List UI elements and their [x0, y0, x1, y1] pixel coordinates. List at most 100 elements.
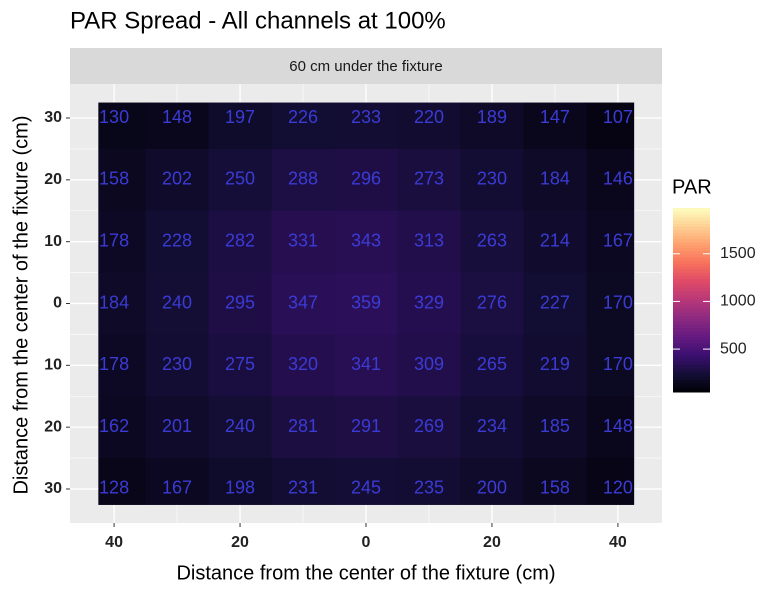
colorbar-segment [673, 312, 710, 316]
heat-cell [334, 210, 398, 274]
heat-cell [98, 102, 147, 150]
colorbar-segment [673, 358, 710, 362]
x-tick-label: 40 [609, 534, 627, 551]
cell-label: 200 [477, 478, 507, 498]
heat-cell [397, 334, 461, 397]
colorbar-segment [673, 281, 710, 286]
colorbar-segment [673, 269, 710, 273]
heat-cell [271, 458, 336, 505]
cell-label: 245 [351, 478, 381, 498]
heat-cell [523, 334, 587, 397]
colorbar-segment [673, 263, 710, 267]
colorbar-label: 1000 [720, 293, 756, 310]
colorbar-segment [673, 370, 710, 375]
colorbar-segment [673, 278, 710, 283]
legend-title: PAR [672, 176, 712, 198]
y-tick-label: 10 [44, 357, 62, 374]
heat-cell [98, 272, 147, 335]
cell-label: 240 [162, 292, 192, 312]
cell-label: 359 [351, 292, 381, 312]
colorbar-segment [673, 339, 710, 344]
colorbar-segment [673, 229, 710, 234]
x-tick-label: 0 [362, 534, 371, 551]
cell-label: 170 [603, 292, 633, 312]
heat-cell [145, 334, 210, 397]
colorbar-segment [673, 336, 710, 341]
cell-label: 281 [288, 416, 318, 436]
colorbar-segment [673, 318, 710, 322]
cell-label: 233 [351, 107, 381, 127]
heat-cell [523, 458, 587, 505]
heat-cell [397, 396, 461, 459]
heat-cell [208, 272, 273, 335]
colorbar-segment [673, 211, 710, 215]
colorbar-segment [673, 275, 710, 280]
heat-cell [334, 272, 398, 335]
cell-label: 347 [288, 292, 318, 312]
heat-cell [334, 458, 398, 505]
cell-label: 162 [99, 416, 129, 436]
heat-cell [334, 396, 398, 459]
heat-cell [208, 210, 273, 274]
cell-label: 170 [603, 354, 633, 374]
colorbar-segment [673, 300, 710, 304]
heat-cell [397, 272, 461, 335]
colorbar-segment [673, 382, 710, 387]
cell-label: 296 [351, 169, 381, 189]
cell-label: 295 [225, 292, 255, 312]
cell-label: 158 [540, 478, 570, 498]
heat-cell [334, 102, 398, 150]
heat-cell [460, 458, 524, 505]
cell-label: 263 [477, 230, 507, 250]
cell-label: 130 [99, 107, 129, 127]
cell-label: 185 [540, 416, 570, 436]
colorbar-segment [673, 257, 710, 261]
colorbar-segment [673, 309, 710, 313]
heat-cell [208, 334, 273, 397]
heat-cell [586, 210, 635, 274]
colorbar-segment [673, 303, 710, 307]
colorbar-segment [673, 247, 710, 252]
heat-cell [397, 210, 461, 274]
cell-label: 198 [225, 478, 255, 498]
heat-cell [98, 210, 147, 274]
heat-cell [98, 148, 147, 212]
heat-cell [145, 272, 210, 335]
heat-cell [460, 102, 524, 150]
colorbar-segment [673, 379, 710, 384]
cell-label: 288 [288, 169, 318, 189]
chart-title: PAR Spread - All channels at 100% [70, 7, 446, 34]
heat-cell [271, 334, 336, 397]
colorbar-segment [673, 293, 710, 298]
heat-cell [586, 102, 635, 150]
heat-cell [145, 148, 210, 212]
colorbar-segment [673, 324, 710, 329]
heat-cell [523, 210, 587, 274]
cell-label: 220 [414, 107, 444, 127]
colorbar-segment [673, 385, 710, 390]
colorbar-segment [673, 296, 710, 301]
cell-label: 273 [414, 169, 444, 189]
cell-label: 231 [288, 478, 318, 498]
y-tick-label: 0 [53, 295, 62, 312]
colorbar-segment [673, 214, 710, 218]
cell-label: 158 [99, 169, 129, 189]
heat-cell [586, 272, 635, 335]
cell-label: 202 [162, 169, 192, 189]
cell-label: 219 [540, 354, 570, 374]
cell-label: 147 [540, 107, 570, 127]
heat-cell [397, 102, 461, 150]
y-tick-label: 10 [44, 233, 62, 250]
cell-label: 343 [351, 230, 381, 250]
heat-cell [586, 458, 635, 505]
colorbar-segment [673, 235, 710, 240]
cell-label: 128 [99, 478, 129, 498]
heat-cell [271, 148, 336, 212]
colorbar-segment [673, 306, 710, 310]
x-tick-label: 20 [483, 534, 501, 551]
colorbar-segment [673, 376, 710, 381]
colorbar-segment [673, 352, 710, 356]
colorbar-segment [673, 260, 710, 264]
heat-cell [523, 102, 587, 150]
colorbar-label: 500 [720, 340, 747, 357]
